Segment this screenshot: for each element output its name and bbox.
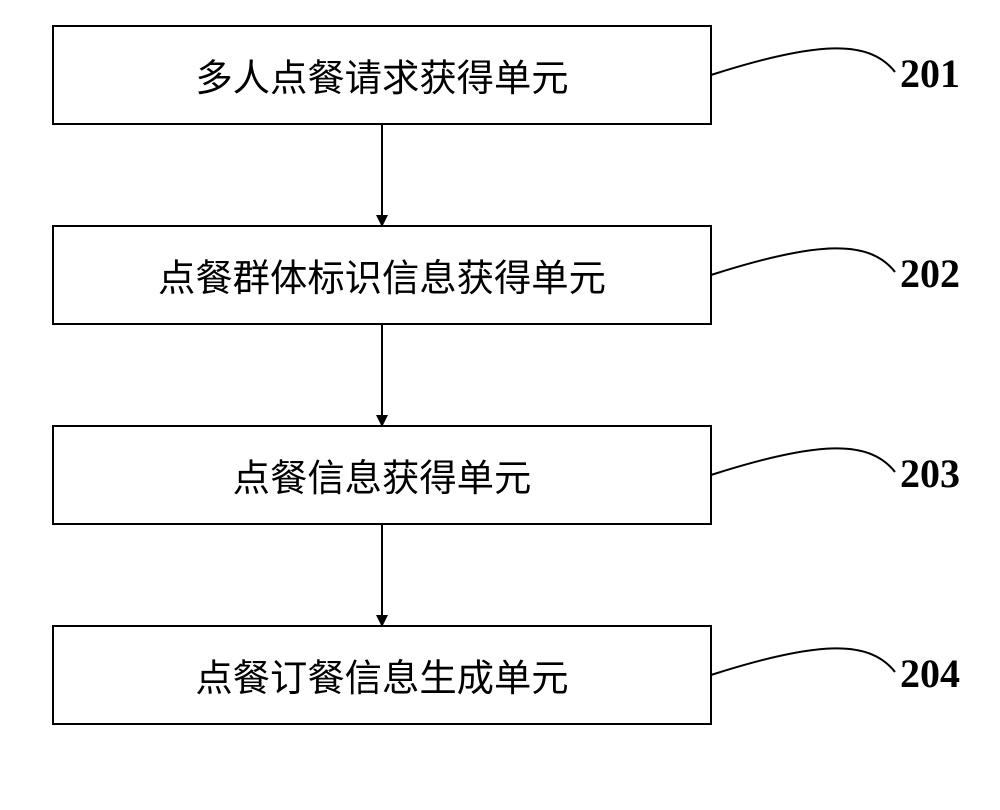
flowchart-label-connector-4 [711, 648, 895, 675]
flowchart-label-connector-2 [711, 248, 895, 275]
flowchart-label-connector-3 [711, 448, 895, 475]
flowchart-node-label-3: 203 [900, 450, 960, 497]
flowchart-node-label-4: 204 [900, 650, 960, 697]
flowchart-node-3: 点餐信息获得单元 [52, 425, 712, 525]
flowchart-node-label-1: 201 [900, 50, 960, 97]
flowchart-node-2: 点餐群体标识信息获得单元 [52, 225, 712, 325]
flowchart-node-text: 点餐群体标识信息获得单元 [158, 248, 606, 302]
flowchart-node-text: 多人点餐请求获得单元 [195, 48, 568, 102]
flowchart-node-1: 多人点餐请求获得单元 [52, 25, 712, 125]
flowchart-node-text: 点餐订餐信息生成单元 [195, 648, 568, 702]
flowchart-node-label-2: 202 [900, 250, 960, 297]
flowchart-node-text: 点餐信息获得单元 [233, 448, 532, 502]
flowchart-canvas: 多人点餐请求获得单元点餐群体标识信息获得单元点餐信息获得单元点餐订餐信息生成单元… [0, 0, 1000, 810]
flowchart-label-connector-1 [711, 48, 895, 75]
flowchart-node-4: 点餐订餐信息生成单元 [52, 625, 712, 725]
